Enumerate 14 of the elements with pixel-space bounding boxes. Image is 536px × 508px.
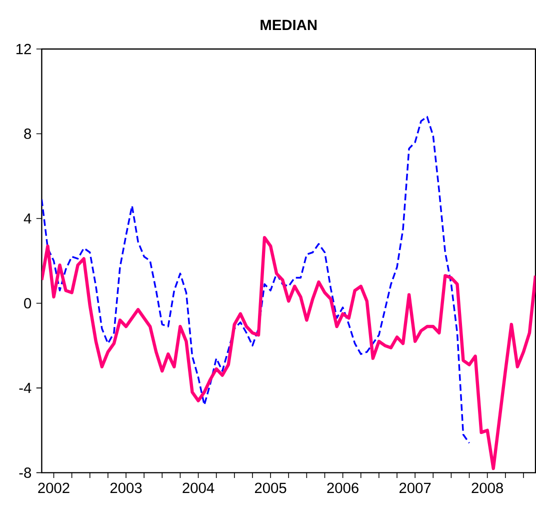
- x-tick-label: 2003: [110, 482, 142, 494]
- y-tick-label: 4: [24, 213, 32, 224]
- x-tick-label: 2005: [254, 482, 286, 494]
- y-tick-label: -8: [19, 468, 32, 478]
- x-tick-label: 2008: [472, 482, 503, 494]
- x-tick-label: 2006: [327, 482, 358, 494]
- y-tick-label: 8: [24, 128, 32, 139]
- chart-title: MEDIAN: [260, 20, 317, 30]
- x-tick-label: 2007: [399, 482, 431, 494]
- y-tick-label: 0: [24, 298, 32, 308]
- y-tick-label: 12: [16, 44, 31, 54]
- y-tick-label: -4: [19, 382, 32, 393]
- x-tick-label: 2002: [38, 482, 70, 494]
- x-tick-label: 2004: [182, 482, 214, 494]
